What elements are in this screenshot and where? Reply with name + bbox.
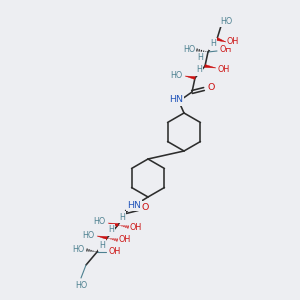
Text: H: H (196, 65, 202, 74)
Text: HO: HO (183, 44, 195, 53)
Text: H: H (99, 241, 105, 250)
Text: OH: OH (109, 247, 121, 256)
Polygon shape (217, 38, 226, 42)
Polygon shape (205, 64, 216, 68)
Text: H: H (108, 226, 114, 235)
Text: OH: OH (218, 64, 230, 74)
Text: HO: HO (170, 70, 182, 80)
Text: HO: HO (82, 230, 94, 239)
Text: HN: HN (169, 95, 183, 104)
Polygon shape (185, 76, 195, 80)
Text: OH: OH (119, 236, 131, 244)
Text: O: O (207, 82, 215, 91)
Polygon shape (97, 236, 107, 239)
Text: O: O (141, 202, 149, 211)
Text: HO: HO (93, 218, 105, 226)
Text: OH: OH (130, 223, 142, 232)
Text: OH: OH (220, 46, 232, 55)
Text: HO: HO (220, 16, 232, 26)
Text: H: H (210, 40, 216, 49)
Text: HO: HO (72, 244, 84, 253)
Text: OH: OH (227, 38, 239, 46)
Polygon shape (108, 223, 118, 226)
Text: HN: HN (127, 200, 141, 209)
Text: H: H (197, 53, 203, 62)
Text: HO: HO (75, 281, 87, 290)
Text: H: H (119, 212, 125, 221)
